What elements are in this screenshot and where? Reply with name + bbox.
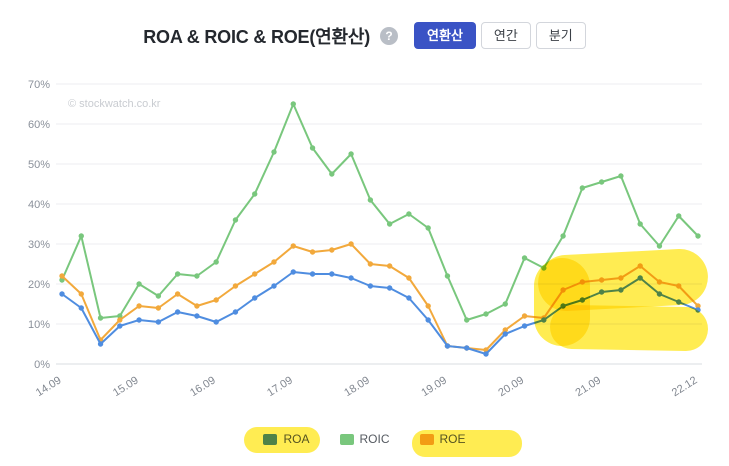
svg-text:14.09: 14.09 xyxy=(34,374,64,399)
svg-text:21.09: 21.09 xyxy=(574,374,604,399)
tab-yearly[interactable]: 연간 xyxy=(480,22,531,49)
tab-quarterly[interactable]: 분기 xyxy=(535,22,586,49)
page-title: ROA & ROIC & ROE(연환산) xyxy=(143,26,371,47)
svg-text:70%: 70% xyxy=(28,79,50,91)
svg-text:17.09: 17.09 xyxy=(265,374,295,399)
svg-text:22.12: 22.12 xyxy=(670,374,700,399)
view-toggle-group: 연환산 연간 분기 xyxy=(414,22,586,49)
legend-item-roic[interactable]: ROIC xyxy=(339,432,390,446)
chart-legend: ROA ROIC ROE xyxy=(0,432,729,446)
chart-canvas[interactable]: © stockwatch.co.kr 0% 10% 20% 30% 40% 50% 60% 7… xyxy=(0,70,729,415)
legend-item-roa[interactable]: ROA xyxy=(263,432,310,446)
svg-text:16.09: 16.09 xyxy=(188,374,218,399)
legend-item-roe[interactable]: ROE xyxy=(419,432,466,446)
roe-swatch-icon xyxy=(419,433,434,445)
svg-text:0%: 0% xyxy=(34,359,50,371)
legend-label-roa: ROA xyxy=(283,432,310,446)
chart-header: ROA & ROIC & ROE(연환산) ? 연환산 연간 분기 xyxy=(0,22,729,49)
svg-text:18.09: 18.09 xyxy=(342,374,372,399)
svg-text:40%: 40% xyxy=(28,199,50,211)
svg-text:30%: 30% xyxy=(28,239,50,251)
legend-label-roic: ROIC xyxy=(359,432,390,446)
svg-text:10%: 10% xyxy=(28,319,50,331)
svg-text:50%: 50% xyxy=(28,159,50,171)
help-icon[interactable]: ? xyxy=(380,26,399,45)
svg-text:60%: 60% xyxy=(28,119,50,131)
watermark: © stockwatch.co.kr xyxy=(68,98,161,110)
legend-label-roe: ROE xyxy=(439,432,466,446)
line-chart[interactable]: 0% 10% 20% 30% 40% 50% 60% 70% 14.09 15.09 16.09 17… xyxy=(0,70,729,415)
svg-text:20%: 20% xyxy=(28,279,50,291)
tab-annualized[interactable]: 연환산 xyxy=(414,22,476,49)
roic-swatch-icon xyxy=(339,433,354,445)
svg-text:15.09: 15.09 xyxy=(111,374,141,399)
roa-swatch-icon xyxy=(263,433,278,445)
svg-text:19.09: 19.09 xyxy=(419,374,449,399)
svg-text:20.09: 20.09 xyxy=(496,374,526,399)
